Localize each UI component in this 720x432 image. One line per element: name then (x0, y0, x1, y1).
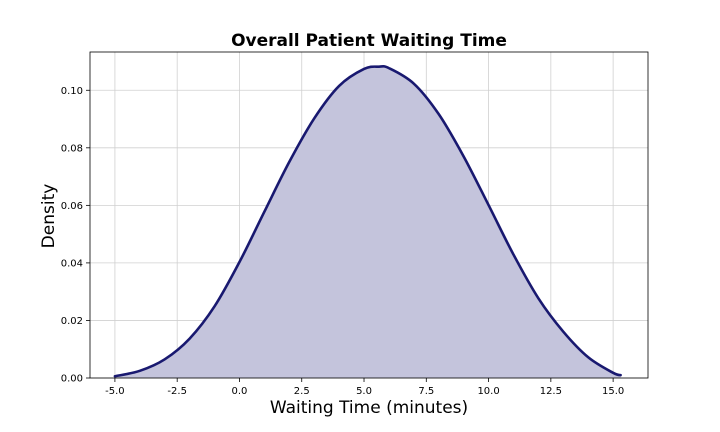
x-tick-label: 10.0 (477, 386, 499, 397)
x-tick-label: 7.5 (418, 386, 434, 397)
x-tick-label: 2.5 (294, 386, 310, 397)
x-tick-label: 5.0 (356, 386, 372, 397)
density-line (113, 64, 622, 378)
y-tick-label: 0.08 (61, 143, 83, 154)
x-tick-label: 0.0 (232, 386, 248, 397)
y-tick-label: 0.02 (61, 316, 83, 327)
y-tick-label: 0.04 (61, 258, 83, 269)
density-area (114, 66, 621, 378)
chart-title: Overall Patient Waiting Time (231, 31, 507, 51)
y-tick-label: 0.00 (61, 374, 83, 385)
y-tick-label: 0.10 (61, 86, 83, 97)
x-tick-label: 12.5 (540, 386, 562, 397)
y-axis-label: Density (39, 184, 59, 249)
x-tick-label: -2.5 (167, 386, 187, 397)
x-tick-label: 15.0 (602, 386, 624, 397)
x-axis-ticks: -5.0 -2.5 0.0 2.5 5.0 7.5 10.0 12.5 15.0 (105, 378, 624, 397)
y-axis-ticks: 0.00 0.02 0.04 0.06 0.08 0.10 (61, 86, 90, 385)
plot-frame (89, 51, 649, 379)
x-axis-label: Waiting Time (minutes) (270, 398, 468, 418)
x-tick-label: -5.0 (105, 386, 125, 397)
y-tick-label: 0.06 (61, 201, 83, 212)
